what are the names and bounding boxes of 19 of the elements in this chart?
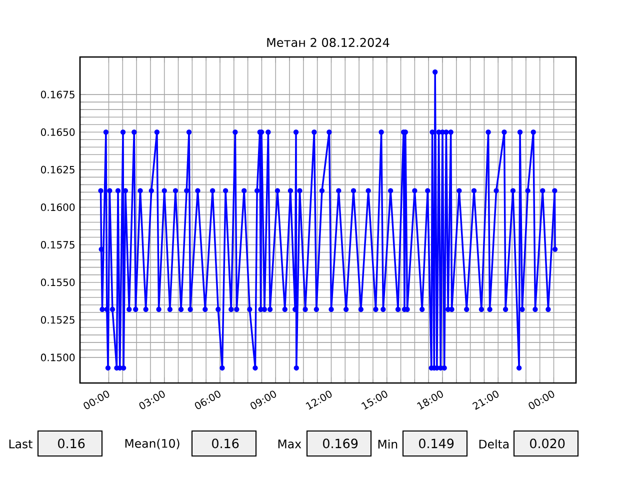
text: 0.169 — [323, 438, 358, 448]
text: Delta — [479, 439, 509, 449]
chart-title: Метан 2 08.12.2024 — [267, 38, 390, 47]
y-tick-label: 0.1550 — [40, 278, 75, 286]
text: Mean(10) — [125, 438, 180, 450]
text: 0.149 — [419, 438, 454, 448]
y-tick-label: 0.1600 — [40, 203, 75, 212]
y-tick-label: 0.1525 — [40, 316, 74, 324]
text: 0.16 — [58, 438, 85, 448]
text: Max — [278, 440, 302, 448]
y-tick-label: 0.1625 — [40, 166, 74, 174]
text: 0.020 — [530, 438, 565, 448]
y-tick-label: 0.1575 — [40, 241, 74, 249]
text: 0.16 — [212, 438, 239, 448]
y-tick-label: 0.1675 — [40, 90, 74, 98]
text: Last — [9, 440, 32, 448]
y-tick-label: 0.1650 — [40, 128, 75, 136]
y-tick-label: 0.1500 — [40, 354, 75, 362]
text: Min — [378, 440, 398, 448]
